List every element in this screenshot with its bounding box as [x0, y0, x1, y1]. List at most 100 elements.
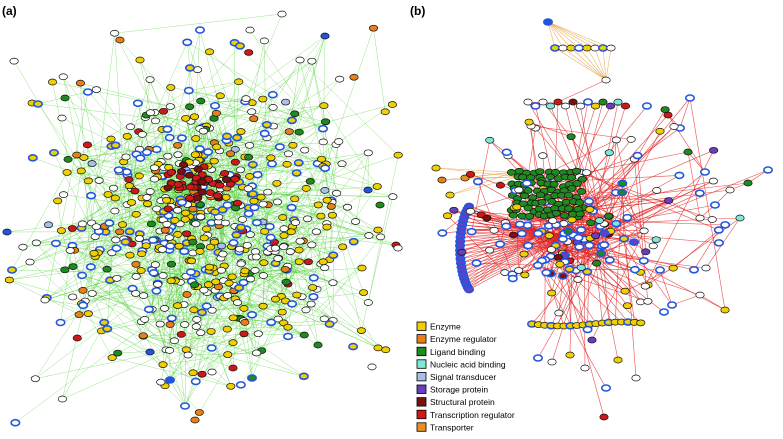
network-a-node: [266, 154, 276, 162]
network-b-node: [620, 102, 631, 110]
network-a-node: [199, 286, 209, 294]
network-b-node: [568, 98, 578, 106]
network-a-node: [87, 290, 97, 297]
network-b-edge: [570, 47, 607, 81]
network-a-node: [203, 281, 214, 288]
network-b-node: [501, 222, 512, 231]
network-a-node: [111, 244, 122, 253]
network-a-node: [328, 279, 338, 287]
network-a-node: [74, 311, 84, 318]
network-b-edge: [465, 236, 568, 282]
network-b-node: [538, 98, 548, 106]
network-a-node: [245, 173, 255, 180]
network-a-node: [239, 330, 249, 338]
panel-b-label: (b): [410, 4, 425, 18]
network-a-node: [130, 187, 140, 195]
network-a-node: [230, 175, 240, 183]
network-a-node: [110, 141, 121, 150]
network-b-node: [699, 168, 710, 176]
network-a-node: [290, 195, 300, 203]
network-a-node: [215, 92, 225, 100]
network-b-edge: [547, 21, 564, 49]
legend: Enzyme Enzyme regulator Ligand binding Nucl…: [413, 318, 525, 436]
network-a-edge: [203, 60, 313, 132]
network-b-node: [604, 256, 615, 264]
network-b-edge: [467, 231, 542, 288]
network-b-node: [532, 354, 543, 362]
network-a-node: [124, 182, 134, 190]
network-a-edge: [113, 182, 172, 189]
network-a-node: [228, 339, 238, 346]
network-a-edge: [131, 129, 163, 189]
network-b-node: [576, 264, 586, 271]
network-b-node: [549, 44, 560, 52]
network-b-node: [482, 214, 492, 222]
network-b-edge: [590, 222, 619, 361]
network-b-node: [631, 374, 641, 382]
network-a-node: [363, 186, 373, 194]
network-b-node: [557, 272, 568, 280]
network-a-node: [164, 133, 175, 142]
network-a-edge: [299, 59, 332, 201]
network-a-edge: [169, 342, 234, 381]
network-a-node: [198, 127, 208, 135]
network-b-node: [591, 232, 601, 240]
network-a-node: [138, 332, 148, 340]
network-a-node: [110, 194, 120, 202]
network-b-edge: [547, 21, 588, 49]
network-a-node: [308, 284, 318, 291]
network-b-node: [485, 136, 495, 144]
network-a-node: [191, 135, 201, 142]
network-a-node: [245, 141, 255, 149]
network-b-node: [551, 209, 561, 217]
network-a-node: [183, 86, 194, 95]
network-b-node: [573, 276, 583, 283]
network-b-edge: [449, 176, 519, 196]
network-a-node: [149, 175, 160, 183]
network-a-edge: [235, 133, 265, 208]
network-a-edge: [244, 13, 283, 102]
network-b-node: [620, 287, 630, 295]
network-a-node: [72, 334, 82, 342]
network-a-edge: [128, 35, 326, 180]
network-b-node: [545, 173, 555, 181]
network-a-node: [158, 107, 169, 115]
network-a-edge: [9, 161, 162, 281]
network-a-node: [326, 203, 336, 210]
network-a-edge: [186, 326, 289, 350]
network-b-edge: [476, 262, 538, 266]
network-a-edge: [162, 350, 262, 365]
network-b-node: [629, 265, 640, 274]
network-a-node: [184, 171, 194, 179]
network-a-node: [294, 258, 304, 266]
network-b-node: [582, 44, 592, 52]
network-a-node: [307, 57, 317, 65]
network-a-node: [211, 109, 221, 117]
network-a-node: [131, 260, 141, 268]
network-a-node: [110, 207, 120, 215]
network-a-node: [258, 272, 269, 279]
network-a-node: [249, 197, 259, 205]
network-a-node: [288, 141, 298, 149]
network-a-node: [311, 228, 321, 236]
network-b-edge: [547, 21, 556, 49]
network-a-node: [146, 109, 156, 116]
network-a-edge: [83, 157, 143, 251]
network-a-node: [134, 172, 144, 180]
network-a-edge: [76, 154, 105, 227]
network-b-edge: [586, 47, 607, 81]
network-a-node: [287, 300, 298, 308]
network-b-node: [465, 170, 476, 178]
network-a-node: [110, 29, 120, 37]
network-b-node: [563, 227, 574, 236]
network-a-edge: [77, 322, 105, 339]
network-a-node: [272, 179, 282, 187]
network-b-edge: [578, 47, 607, 81]
network-a-edge: [143, 295, 207, 307]
network-a-node: [322, 223, 332, 231]
network-b-node: [666, 301, 677, 309]
network-a-edge: [292, 35, 326, 146]
network-a-node: [317, 124, 328, 133]
network-b-edge: [528, 245, 579, 280]
